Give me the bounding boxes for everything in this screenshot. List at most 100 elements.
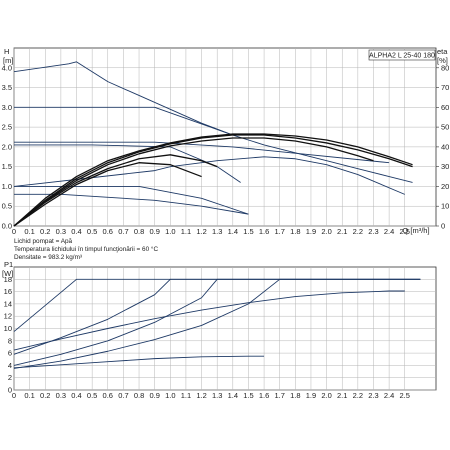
bottom-x-tick-label: 1.1 (181, 391, 191, 400)
bottom-y-tick-label: 0 (8, 386, 12, 395)
title-box (368, 49, 436, 61)
top-x-tick-label: 1.2 (196, 227, 206, 236)
top-x-tick-label: 2.2 (353, 227, 363, 236)
power-curve-2 (13, 290, 405, 351)
top-y-tick-label: 2.5 (2, 123, 12, 132)
efficiency-curve-10 (13, 137, 374, 227)
head-curve-7 (14, 193, 249, 215)
bottom-y-tick-label: 10 (4, 324, 12, 333)
power-curve-6 (13, 355, 265, 369)
bottom-x-tick-label: 2.5 (400, 391, 410, 400)
bottom-grid (13, 267, 436, 391)
head-curve-5 (14, 185, 249, 215)
top-y-tick-label: 3.0 (2, 103, 12, 112)
top-x-tick-label: 1.0 (165, 227, 175, 236)
head-curve-4 (14, 144, 241, 183)
power-chart: 0 0.1 0.2 0.3 0.4 0.5 0.6 0.7 0.8 0.9 1.0 1.1 1.2 1.3… (2, 260, 437, 400)
efficiency-curve-11 (13, 154, 218, 227)
top-x-tick-label: 2.0 (321, 227, 331, 236)
top-y-tick-label: 1.5 (2, 162, 12, 171)
top-y2-tick-labels: 0 10 20 30 40 50 60 70 80 (436, 63, 449, 231)
bottom-x-tick-label: 2.2 (353, 391, 363, 400)
note-density: Densitate = 983.2 kg/m³ (14, 254, 82, 261)
top-x-tick-label: 1.6 (259, 227, 269, 236)
top-y2-tick-label: 70 (441, 83, 449, 92)
top-x-tick-label: 0.9 (149, 227, 159, 236)
top-x-tick-label: 2.5 (400, 227, 410, 236)
bottom-y-tick-label: 16 (4, 287, 12, 296)
top-y2-tick-label: 30 (441, 162, 449, 171)
bottom-x-tick-label: 1.5 (243, 391, 253, 400)
head-curve-6 (13, 156, 405, 195)
bottom-x-tick-label: 1.2 (196, 391, 206, 400)
bottom-y-axis-label: P1 (4, 260, 13, 269)
top-x-tick-label: 0 (12, 227, 16, 236)
bottom-y-tick-label: 14 (4, 299, 12, 308)
efficiency-curve-12 (13, 162, 202, 227)
bottom-x-tick-label: 2.3 (368, 391, 378, 400)
bottom-x-tick-label: 0 (12, 391, 16, 400)
top-x-tick-label: 1.8 (290, 227, 300, 236)
top-y2-tick-label: 60 (441, 103, 449, 112)
bottom-x-tick-label: 2.1 (337, 391, 347, 400)
bottom-y-tick-label: 12 (4, 312, 12, 321)
top-y2-tick-label: 50 (441, 123, 449, 132)
top-x-tick-label: 1.5 (243, 227, 253, 236)
power-curve-4 (13, 278, 421, 366)
top-y-axis-label: H (4, 47, 9, 56)
bottom-x-tick-label: 0.8 (134, 391, 144, 400)
top-x-tick-label: 0.6 (103, 227, 113, 236)
top-y-tick-label: 4.0 (2, 63, 12, 72)
bottom-x-tick-label: 1.6 (259, 391, 269, 400)
bottom-x-tick-label: 0.6 (103, 391, 113, 400)
bottom-x-tick-label: 0.1 (24, 391, 34, 400)
top-y-tick-label: 3.5 (2, 83, 12, 92)
head-curve-2 (14, 106, 233, 136)
top-y-tick-label: 0.5 (2, 202, 12, 211)
top-y2-tick-label: 20 (441, 182, 449, 191)
top-y-tick-label: 1.0 (2, 182, 12, 191)
top-x-tick-label: 0.4 (71, 227, 81, 236)
bottom-y-tick-label: 4 (8, 361, 12, 370)
top-x-tick-label: 2.1 (337, 227, 347, 236)
bottom-series-group (13, 278, 421, 369)
top-x-axis-unit: Q [m³/h] (402, 226, 429, 235)
bottom-y-tick-label: 18 (4, 275, 12, 284)
bottom-x-tick-label: 0.4 (71, 391, 81, 400)
top-x-tick-label: 1.1 (181, 227, 191, 236)
bottom-y-tick-label: 2 (8, 373, 12, 382)
head-efficiency-chart: 0 0.1 0.2 0.3 0.4 0.5 0.6 0.7 0.8 0.9 1.0 1.1 1.2 1.3… (2, 47, 450, 261)
head-curve-3 (14, 141, 390, 164)
top-x-tick-label: 1.7 (274, 227, 284, 236)
efficiency-curve-8 (13, 133, 413, 227)
bottom-x-tick-label: 1.9 (306, 391, 316, 400)
note-temperature: Temperatura lichidului în timpul funcţio… (14, 245, 158, 253)
efficiency-curve-9 (13, 134, 413, 227)
bottom-x-tick-label: 1.7 (274, 391, 284, 400)
top-y2-tick-label: 40 (441, 142, 449, 151)
bottom-x-tick-label: 0.3 (56, 391, 66, 400)
top-x-tick-label: 1.3 (212, 227, 222, 236)
bottom-x-tick-label: 1.8 (290, 391, 300, 400)
top-x-tick-label: 0.5 (87, 227, 97, 236)
top-x-tick-label: 0.2 (40, 227, 50, 236)
top-y2-axis-label: eta (437, 47, 448, 56)
bottom-y-tick-label: 6 (8, 349, 12, 358)
top-y2-axis-unit: [%] (437, 56, 448, 65)
note-liquid: Lichid pompat = Apă (14, 238, 73, 245)
bottom-x-tick-labels: 0 0.1 0.2 0.3 0.4 0.5 0.6 0.7 0.8 0.9 1.0 1.1 1.2 1.3… (12, 391, 410, 400)
top-x-tick-label: 0.7 (118, 227, 128, 236)
chart-title: ALPHA2 L 25-40 180 (369, 53, 435, 60)
bottom-y-axis-unit: [W] (2, 269, 13, 278)
top-y-axis-unit: [m] (3, 56, 13, 65)
bottom-x-tick-label: 0.7 (118, 391, 128, 400)
top-x-tick-label: 2.4 (384, 227, 394, 236)
top-x-tick-label: 0.1 (24, 227, 34, 236)
top-x-tick-label: 1.4 (228, 227, 238, 236)
top-x-tick-label: 0.3 (56, 227, 66, 236)
top-series-group (13, 61, 413, 227)
top-x-tick-label: 1.9 (306, 227, 316, 236)
top-y2-tick-label: 10 (441, 202, 449, 211)
